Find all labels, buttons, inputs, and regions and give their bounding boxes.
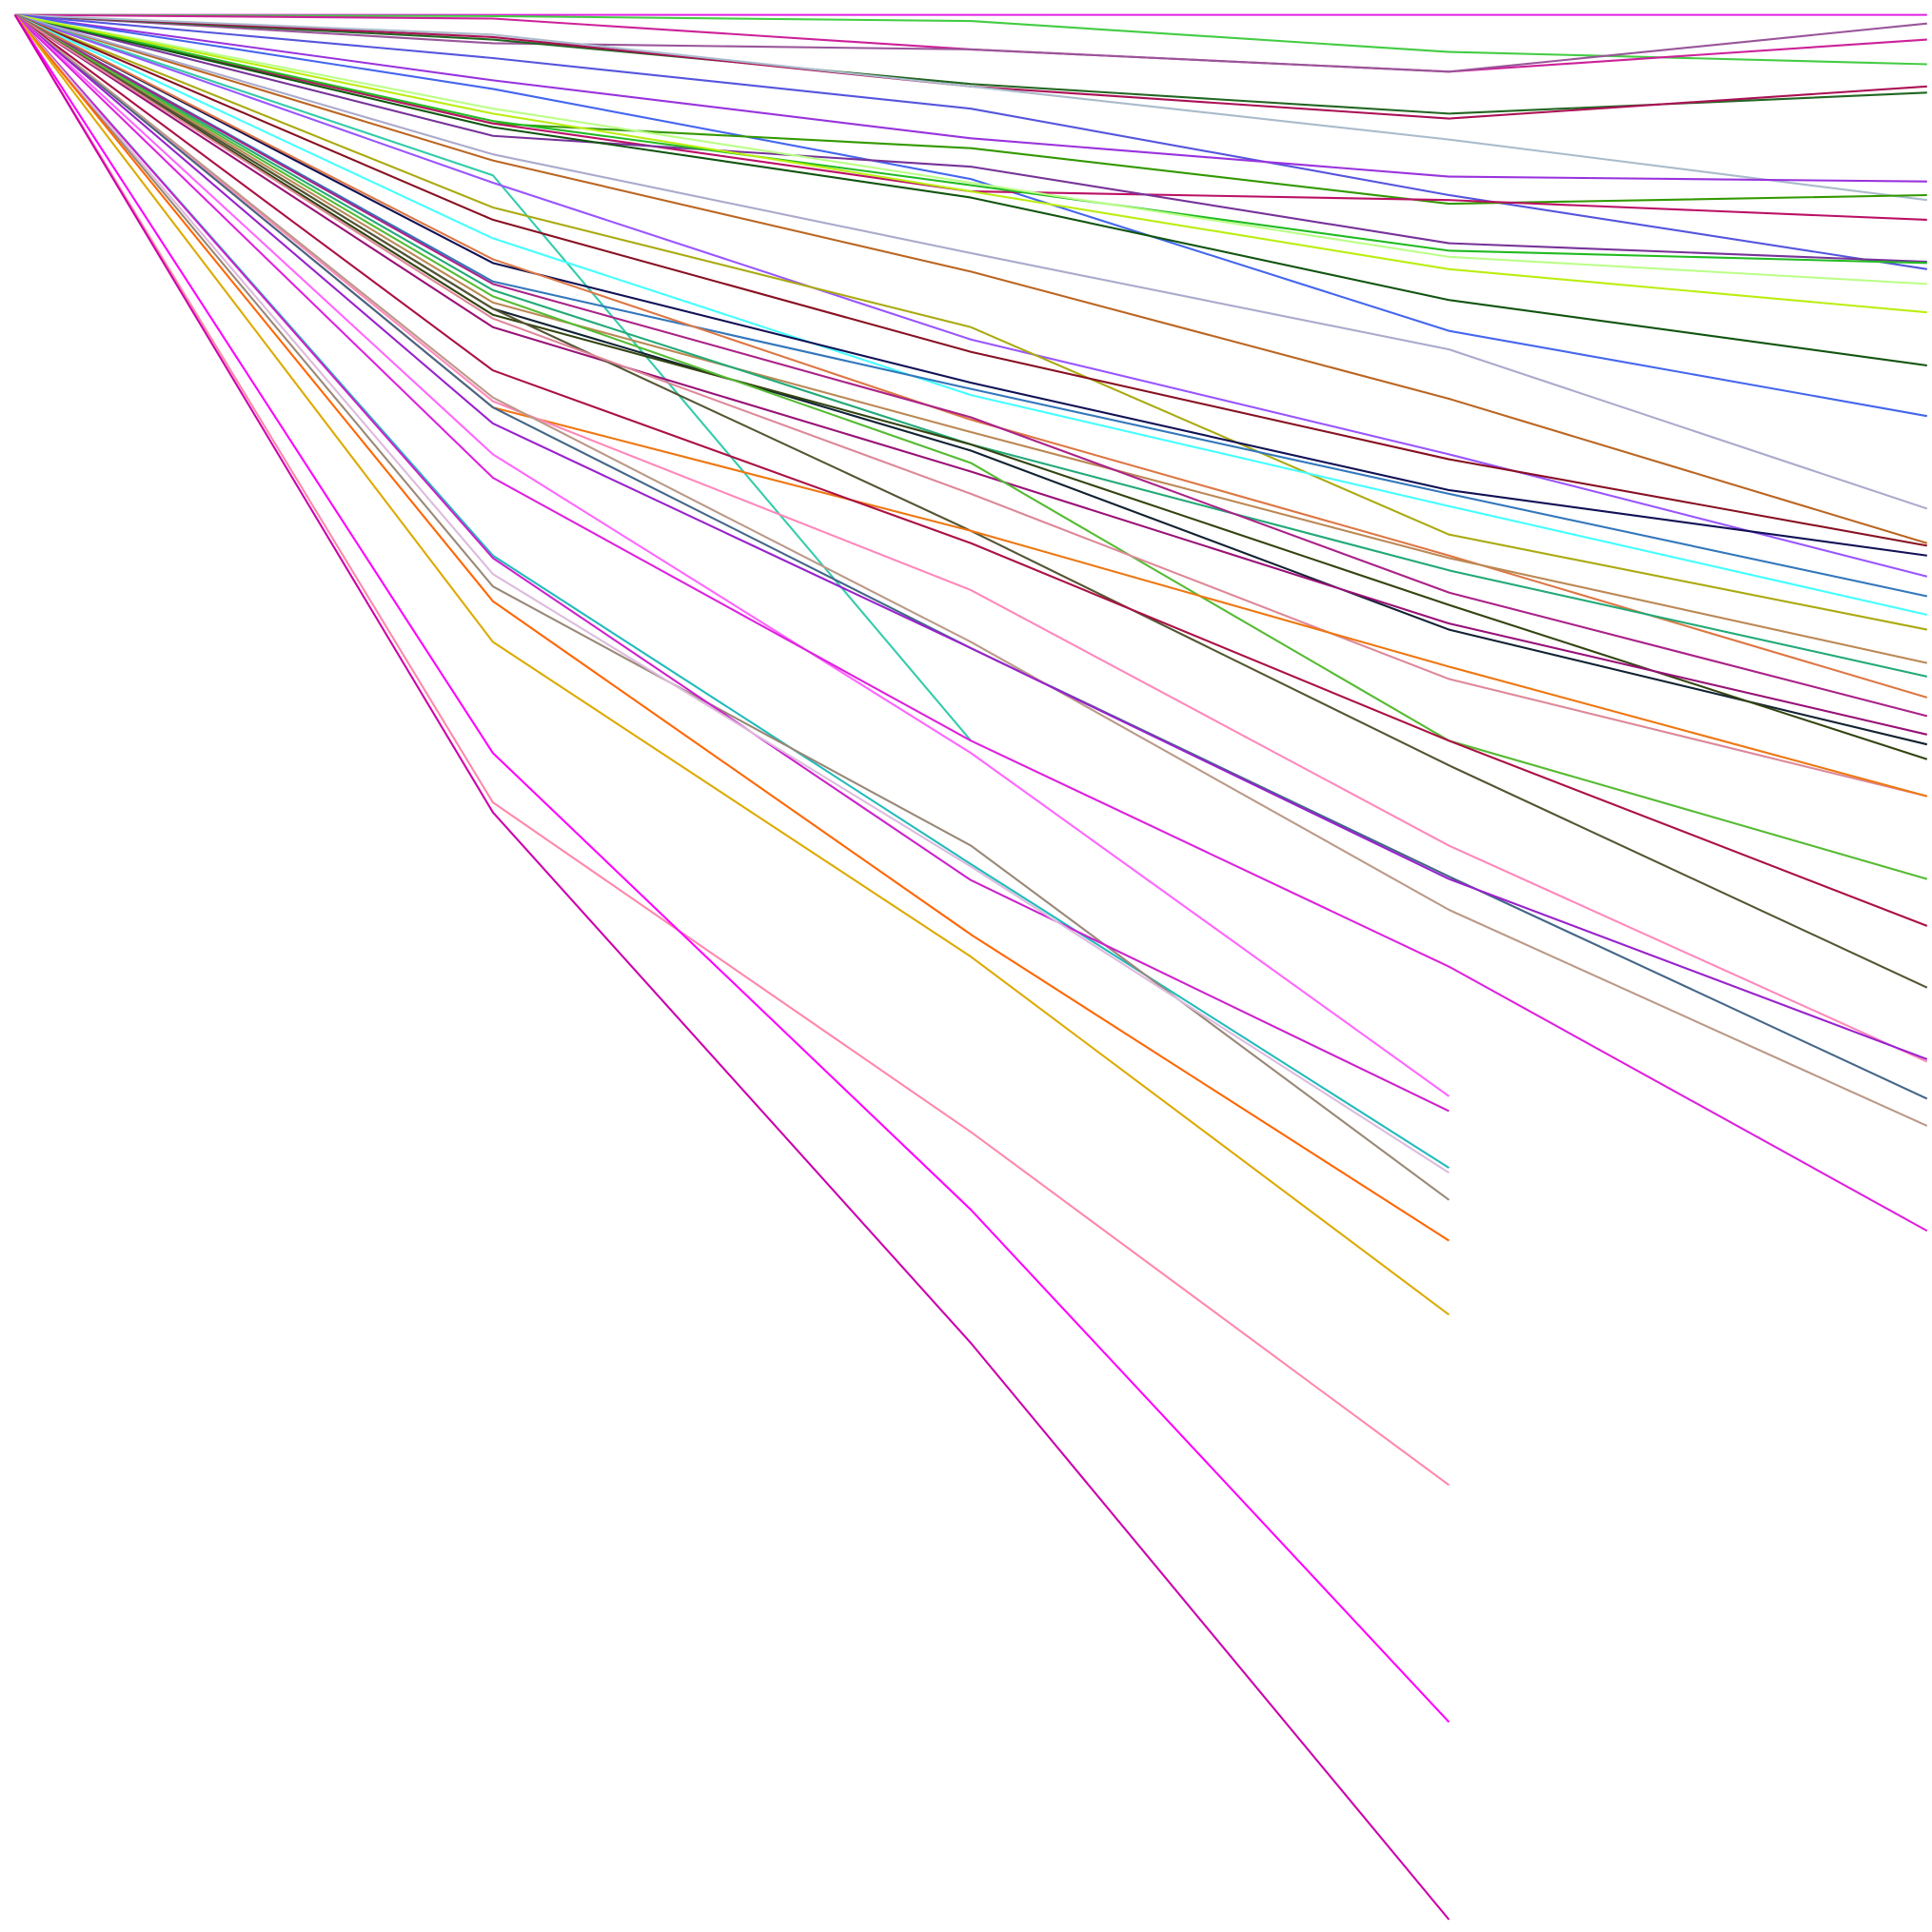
- series-line-50: [13, 13, 1450, 1316]
- series-line-32: [14, 13, 1928, 718]
- series-line-7: [14, 13, 1927, 202]
- series-line-44: [13, 13, 1928, 1232]
- series-line-2: [14, 13, 1927, 66]
- series-line-51: [13, 14, 1450, 1487]
- series-line-28: [14, 13, 1928, 664]
- series-line-19: [14, 13, 1928, 510]
- series-line-46: [13, 13, 1450, 1201]
- series-line-42: [13, 13, 1928, 1060]
- series-line-52: [13, 14, 1450, 1724]
- series-line-17: [14, 13, 1927, 314]
- series-line-36: [14, 13, 1928, 798]
- series-line-25: [14, 13, 1927, 557]
- series-line-23: [14, 13, 1927, 547]
- series-line-31: [14, 13, 1928, 760]
- series-line-13: [14, 13, 1927, 264]
- series-line-22: [14, 13, 1927, 631]
- series-line-15: [14, 13, 1927, 265]
- series-line-43: [13, 13, 1450, 1097]
- series-line-4: [14, 13, 1927, 73]
- series-line-49: [13, 13, 1450, 1242]
- series-line-41: [13, 13, 1928, 1127]
- series-line-27: [14, 13, 1928, 699]
- series-line-12: [14, 13, 1927, 221]
- series-line-33: [14, 13, 1928, 736]
- series-line-20: [14, 13, 973, 741]
- series-line-8: [14, 13, 1927, 270]
- series-layer: [13, 13, 1928, 1921]
- series-line-34: [14, 13, 1928, 880]
- series-line-39: [13, 13, 1928, 1063]
- series-line-47: [13, 13, 1449, 1113]
- series-line-37: [13, 13, 1928, 798]
- series-line-29: [14, 13, 1928, 678]
- series-line-14: [14, 13, 1927, 367]
- series-line-30: [14, 13, 1928, 746]
- series-line-9: [14, 13, 1927, 183]
- series-line-5: [14, 13, 1927, 115]
- series-line-10: [14, 13, 1927, 418]
- series-line-26: [14, 13, 1928, 598]
- series-line-48: [13, 13, 1450, 1174]
- series-line-38: [13, 13, 1928, 927]
- series-line-21: [14, 13, 1928, 578]
- series-line-24: [14, 13, 1928, 617]
- series-line-18: [14, 13, 1928, 544]
- series-line-3: [14, 13, 1927, 73]
- series-line-53: [13, 14, 1450, 1921]
- series-line-16: [14, 13, 1927, 286]
